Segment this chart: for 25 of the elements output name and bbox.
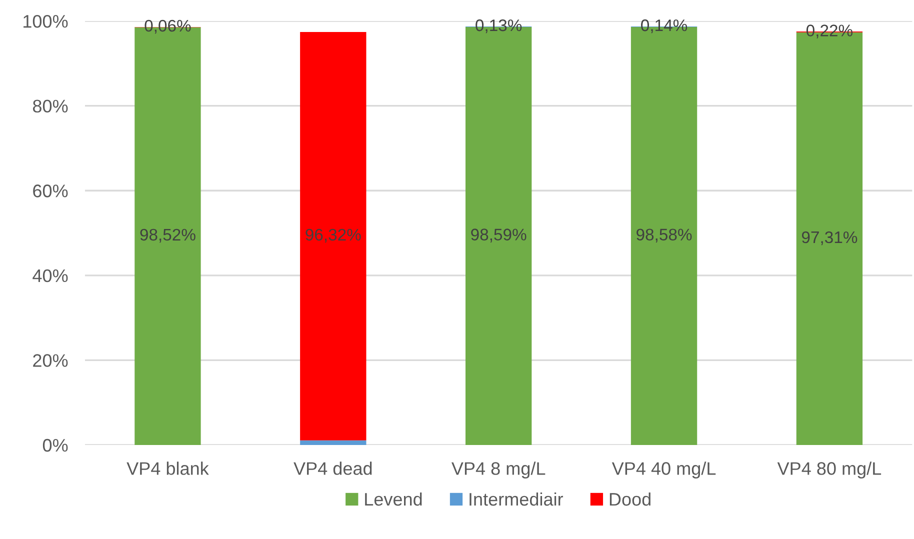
y-tick-label: 20% (33, 354, 68, 367)
data-label: 98,52% (140, 228, 196, 243)
data-label: 0,14% (641, 19, 688, 34)
y-tick-label: 60% (33, 184, 68, 198)
data-label: 98,59% (471, 228, 526, 242)
x-tick-label: VP4 blank (126, 462, 209, 475)
y-tick-label: 100% (24, 14, 68, 28)
y-tick-label: 80% (32, 100, 68, 113)
data-label: 96,32% (306, 228, 361, 243)
data-label: 0,06% (144, 20, 191, 34)
y-tick-label: 0% (42, 438, 68, 452)
x-tick-label: VP4 dead (294, 462, 372, 475)
x-tick-label: VP4 80 mg/L (777, 462, 882, 478)
legend-label: Levend (365, 492, 422, 506)
legend-label: Intermediair (470, 492, 564, 506)
bar (300, 32, 366, 440)
legend-label: Dood (610, 492, 650, 506)
data-label: 0,13% (476, 19, 522, 34)
x-tick-label: VP4 8 mg/L (451, 462, 546, 478)
data-label: 97,31% (802, 231, 858, 246)
bar (300, 440, 366, 445)
data-label: 98,58% (636, 228, 692, 242)
y-tick-label: 40% (32, 269, 68, 282)
x-tick-label: VP4 40 mg/L (612, 462, 716, 478)
data-label: 0,22% (806, 24, 852, 38)
